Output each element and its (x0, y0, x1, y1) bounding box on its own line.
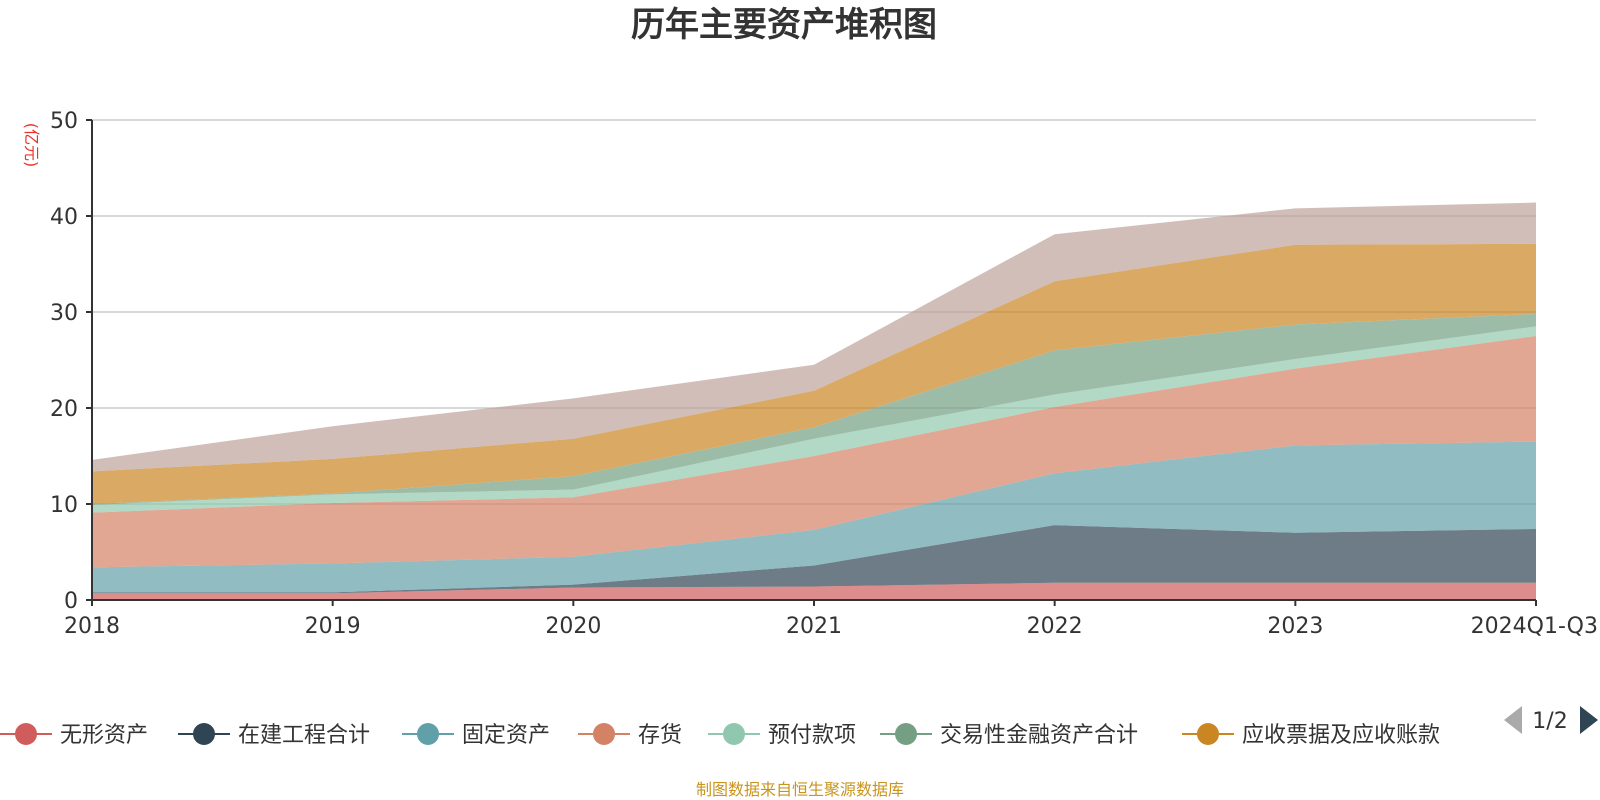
legend-item[interactable]: 交易性金融资产合计 (880, 723, 1138, 748)
legend-item[interactable]: 无形资产 (0, 723, 148, 748)
legend-label: 交易性金融资产合计 (940, 723, 1138, 748)
legend-marker-icon (593, 723, 615, 745)
y-tick-label: 30 (50, 301, 78, 326)
legend-marker-icon (723, 723, 745, 745)
legend-label: 无形资产 (60, 723, 148, 748)
x-tick-label: 2021 (786, 614, 842, 639)
data-source-note: 制图数据来自恒生聚源数据库 (696, 780, 904, 799)
y-axis-unit-label: (亿元) (22, 123, 41, 168)
axes: 0 10 20 30 40 50 2018 2019 2020 2021 2022 2023 2024Q… (50, 109, 1598, 639)
legend-marker-icon (15, 723, 37, 745)
legend-item[interactable]: 存货 (578, 723, 682, 748)
area-series-4[interactable] (92, 336, 1536, 568)
y-tick-label: 0 (64, 589, 78, 614)
legend-item[interactable]: 固定资产 (402, 723, 550, 748)
x-tick-label: 2023 (1267, 614, 1323, 639)
x-tick-label: 2024Q1-Q3 (1471, 614, 1598, 639)
legend-marker-icon (1197, 723, 1219, 745)
legend-label: 在建工程合计 (238, 723, 370, 748)
x-tick-label: 2019 (305, 614, 361, 639)
area-series-7[interactable] (92, 243, 1536, 504)
legend-page-indicator: 1/2 (1532, 709, 1567, 734)
area-series-3[interactable] (92, 441, 1536, 593)
legend-marker-icon (895, 723, 917, 745)
area-series-8[interactable] (92, 202, 1536, 472)
legend-item[interactable]: 在建工程合计 (178, 723, 370, 748)
legend-pager: 1/2 (1504, 706, 1598, 734)
y-tick-label: 10 (50, 493, 78, 518)
chart-title: 历年主要资产堆积图 (631, 5, 937, 45)
x-tick-label: 2020 (545, 614, 601, 639)
legend-marker-icon (193, 723, 215, 745)
area-series-2[interactable] (92, 525, 1536, 594)
legend-label: 应收票据及应收账款 (1242, 723, 1440, 748)
x-tick-label: 2018 (64, 614, 120, 639)
area-series-1[interactable] (92, 582, 1536, 600)
legend: 无形资产 在建工程合计 固定资产 存货 预付款项 交易性金融资产合计 应收票据及应收账款 (0, 723, 1440, 748)
y-tick-label: 50 (50, 109, 78, 134)
legend-label: 预付款项 (768, 723, 856, 748)
area-series-group (92, 202, 1536, 600)
legend-next-page-icon[interactable] (1580, 706, 1598, 734)
y-tick-label: 20 (50, 397, 78, 422)
legend-label: 存货 (638, 723, 682, 748)
x-tick-label: 2022 (1027, 614, 1083, 639)
legend-item[interactable]: 应收票据及应收账款 (1182, 723, 1440, 748)
legend-marker-icon (417, 723, 439, 745)
y-tick-label: 40 (50, 205, 78, 230)
legend-prev-page-icon[interactable] (1504, 706, 1522, 734)
area-series-6[interactable] (92, 313, 1536, 505)
legend-label: 固定资产 (462, 723, 550, 748)
legend-item[interactable]: 预付款项 (708, 723, 856, 748)
